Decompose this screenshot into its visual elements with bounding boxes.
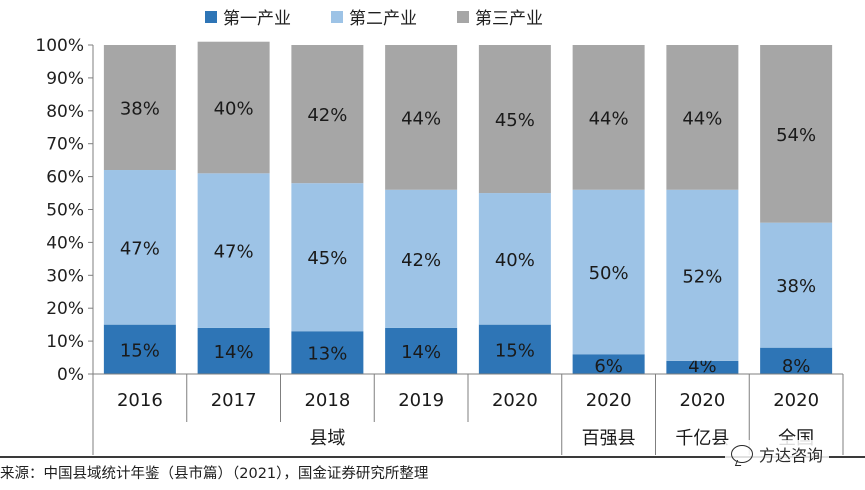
data-label: 44% — [589, 108, 629, 129]
legend-item-secondary: 第二产业 — [331, 4, 417, 29]
bar-segment — [760, 222, 833, 348]
data-label: 15% — [120, 340, 160, 361]
y-tick-label: 0% — [57, 365, 84, 385]
y-axis: 0% 10% 20% 30% 40% 50% 60% 70% 80% 90% 100% — [35, 36, 94, 385]
bar-segment — [103, 324, 176, 374]
y-tick-label: 50% — [46, 201, 84, 221]
x-tick-label: 2018 — [304, 390, 350, 411]
y-tick-label: 100% — [35, 36, 84, 56]
x-tick-label: 2019 — [398, 390, 444, 411]
bar-segment — [197, 327, 270, 374]
x-tick-label: 2020 — [773, 390, 819, 411]
bar-segment — [760, 347, 833, 374]
y-tick-label: 30% — [46, 266, 84, 286]
bar-segment — [572, 45, 645, 190]
bar-segment — [760, 45, 833, 223]
y-tick-label: 70% — [46, 135, 84, 155]
bar-segment — [478, 193, 551, 325]
bar-segment — [478, 324, 551, 374]
bar-segment — [291, 331, 364, 374]
data-label: 52% — [682, 266, 722, 287]
chat-bubble-icon — [731, 445, 753, 463]
legend: 第一产业 第二产业 第三产业 — [205, 4, 583, 29]
y-tick-label: 60% — [46, 168, 84, 188]
data-label: 42% — [307, 105, 347, 126]
legend-swatch-tertiary — [457, 10, 469, 23]
x-axis: 2016 2017 2018 2019 2020 2020 2020 2020 县域 百强县 千亿县… — [92, 373, 844, 455]
legend-swatch-secondary — [331, 10, 343, 23]
bars-layer: 15% 47% 38% 14% 47% 40% 13% 45% 42% 14% 42% 44% 15% 4… — [103, 41, 833, 377]
data-label: 14% — [214, 342, 254, 363]
group-label: 百强县 — [582, 428, 636, 449]
x-tick-label: 2020 — [492, 390, 538, 411]
y-tick-label: 40% — [46, 233, 84, 253]
bar-segment — [385, 327, 458, 374]
x-tick-label: 2016 — [117, 390, 163, 411]
data-label: 40% — [495, 250, 535, 271]
data-label: 44% — [682, 108, 722, 129]
data-label: 45% — [495, 110, 535, 131]
data-label: 6% — [594, 356, 623, 377]
source-footnote: 来源：中国县域统计年鉴（县市篇）（2021），国金证券研究所整理 — [0, 466, 429, 482]
data-label: 54% — [776, 125, 816, 146]
bar-segment — [103, 45, 176, 171]
bar-segment — [291, 45, 364, 184]
data-label: 38% — [120, 99, 160, 120]
data-label: 15% — [495, 340, 535, 361]
legend-label-secondary: 第二产业 — [349, 9, 417, 29]
data-label: 45% — [307, 248, 347, 269]
y-tick-label: 80% — [46, 102, 84, 122]
data-label: 50% — [589, 263, 629, 284]
group-label: 千亿县 — [675, 428, 729, 449]
legend-item-tertiary: 第三产业 — [457, 4, 543, 29]
legend-item-primary: 第一产业 — [205, 4, 291, 29]
legend-label-primary: 第一产业 — [223, 9, 291, 29]
footer-divider — [0, 456, 865, 458]
data-label: 13% — [307, 344, 347, 365]
data-label: 47% — [120, 238, 160, 259]
x-tick-label: 2017 — [211, 390, 257, 411]
data-label: 47% — [214, 242, 254, 263]
group-label: 县域 — [309, 428, 345, 449]
y-tick-label: 20% — [46, 299, 84, 319]
bar-segment — [666, 45, 739, 190]
bar-segment — [478, 45, 551, 194]
y-tick-label: 90% — [46, 69, 84, 89]
bar-segment — [385, 45, 458, 190]
data-label: 14% — [401, 342, 441, 363]
bar-segment — [572, 354, 645, 374]
data-label: 42% — [401, 250, 441, 271]
legend-swatch-primary — [205, 10, 217, 23]
y-tick-label: 10% — [46, 332, 84, 352]
bar-segment — [666, 360, 739, 374]
data-label: 38% — [776, 276, 816, 297]
x-tick-label: 2020 — [679, 390, 725, 411]
bar-segment — [572, 189, 645, 355]
data-label: 44% — [401, 108, 441, 129]
bar-segment — [197, 173, 270, 328]
bar-segment — [666, 189, 739, 361]
bar-segment — [197, 41, 270, 174]
data-label: 40% — [214, 99, 254, 120]
bar-segment — [103, 170, 176, 325]
watermark: 方达咨询 — [725, 440, 830, 468]
bar-segment — [385, 189, 458, 328]
data-label: 8% — [782, 356, 811, 377]
data-label: 4% — [688, 356, 717, 377]
watermark-text: 方达咨询 — [759, 446, 824, 465]
x-tick-label: 2020 — [586, 390, 632, 411]
bar-segment — [291, 183, 364, 332]
legend-label-tertiary: 第三产业 — [475, 9, 543, 29]
